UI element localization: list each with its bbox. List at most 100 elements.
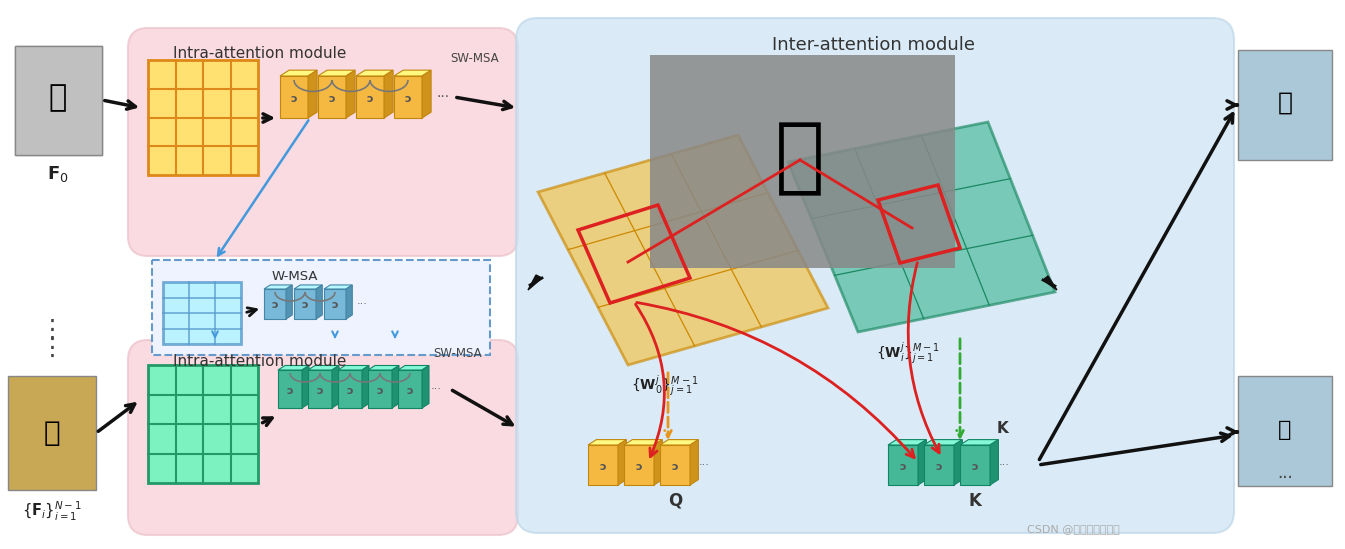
Polygon shape [15,46,102,155]
Polygon shape [422,70,432,118]
Polygon shape [317,76,346,118]
Polygon shape [278,366,309,370]
Polygon shape [278,370,303,408]
Polygon shape [624,445,654,485]
Text: ↄ: ↄ [316,386,323,396]
Polygon shape [303,366,309,408]
Polygon shape [324,285,352,289]
Text: ↄ: ↄ [671,462,678,472]
Polygon shape [394,76,422,118]
FancyBboxPatch shape [516,18,1233,533]
Polygon shape [308,70,317,118]
Polygon shape [398,370,422,408]
Text: ↄ: ↄ [936,462,943,472]
Text: ···: ··· [699,460,710,470]
Polygon shape [8,376,95,490]
Text: ↄ: ↄ [636,462,643,472]
Polygon shape [690,440,698,485]
FancyBboxPatch shape [128,340,518,535]
Text: $\{\mathbf{F}_i\}_{i=1}^{N-1}$: $\{\mathbf{F}_i\}_{i=1}^{N-1}$ [22,500,82,523]
Text: ↄ: ↄ [600,462,607,472]
Polygon shape [888,440,927,445]
Polygon shape [148,365,258,483]
Polygon shape [148,60,258,175]
Text: 🦗: 🦗 [775,117,824,199]
Text: ···: ··· [356,299,369,309]
Polygon shape [588,445,617,485]
Polygon shape [660,440,698,445]
FancyBboxPatch shape [128,28,518,256]
Polygon shape [924,440,963,445]
Text: K: K [997,421,1007,436]
Text: Intra-attention module: Intra-attention module [174,354,347,369]
Polygon shape [15,46,102,155]
Polygon shape [308,370,332,408]
Polygon shape [346,285,352,319]
Polygon shape [346,70,355,118]
Text: $\mathbf{F}_0$: $\mathbf{F}_0$ [47,164,69,184]
Text: ↄ: ↄ [377,386,383,396]
Polygon shape [660,445,690,485]
Polygon shape [362,366,369,408]
Text: SW-MSA: SW-MSA [433,347,482,360]
Polygon shape [295,285,323,289]
Polygon shape [650,55,955,268]
Text: ⋮: ⋮ [39,336,65,360]
Text: 🐇: 🐇 [1278,91,1293,115]
Polygon shape [308,366,339,370]
Text: 🦜: 🦜 [43,419,61,447]
Polygon shape [954,440,963,485]
Polygon shape [286,285,292,319]
Polygon shape [960,440,998,445]
Text: ↄ: ↄ [347,386,354,396]
Polygon shape [788,122,1054,332]
Text: ↄ: ↄ [291,94,297,104]
Text: Intra-attention module: Intra-attention module [174,46,347,61]
Polygon shape [264,289,286,319]
Polygon shape [280,70,317,76]
Polygon shape [624,440,662,445]
Text: ↄ: ↄ [332,300,339,311]
Polygon shape [617,440,627,485]
Polygon shape [588,440,627,445]
Polygon shape [332,366,339,408]
Polygon shape [919,440,927,485]
Text: CSDN @华科附小第一名: CSDN @华科附小第一名 [1028,524,1120,534]
Text: W-MSA: W-MSA [272,270,319,283]
Polygon shape [398,366,429,370]
Polygon shape [924,445,954,485]
Text: 🦜: 🦜 [1278,420,1291,440]
Text: Q: Q [668,492,682,510]
Text: ↄ: ↄ [406,386,413,396]
Text: ↄ: ↄ [971,462,978,472]
Polygon shape [369,370,391,408]
Polygon shape [264,285,292,289]
Text: ↄ: ↄ [328,94,335,104]
Polygon shape [1237,50,1332,160]
Text: ···: ··· [436,90,449,104]
Polygon shape [990,440,998,485]
Text: SW-MSA: SW-MSA [451,52,499,65]
Polygon shape [163,282,241,344]
Polygon shape [316,285,323,319]
Polygon shape [960,445,990,485]
Polygon shape [338,366,369,370]
Polygon shape [538,135,829,365]
Text: ↄ: ↄ [367,94,374,104]
Text: ↄ: ↄ [286,386,293,396]
Text: ↄ: ↄ [405,94,412,104]
Text: ↄ: ↄ [900,462,907,472]
Polygon shape [280,76,308,118]
Polygon shape [654,440,662,485]
Text: ↄ: ↄ [301,300,308,311]
Text: 🐇: 🐇 [48,83,67,113]
Polygon shape [356,70,393,76]
Text: ···: ··· [999,460,1010,470]
Polygon shape [356,76,385,118]
Text: $\{\mathbf{W}_0^j\}_{j=1}^{M-1}$: $\{\mathbf{W}_0^j\}_{j=1}^{M-1}$ [631,374,698,399]
Polygon shape [529,275,542,290]
Polygon shape [152,260,490,355]
Text: K: K [968,492,982,510]
Polygon shape [1042,276,1057,290]
Polygon shape [385,70,393,118]
